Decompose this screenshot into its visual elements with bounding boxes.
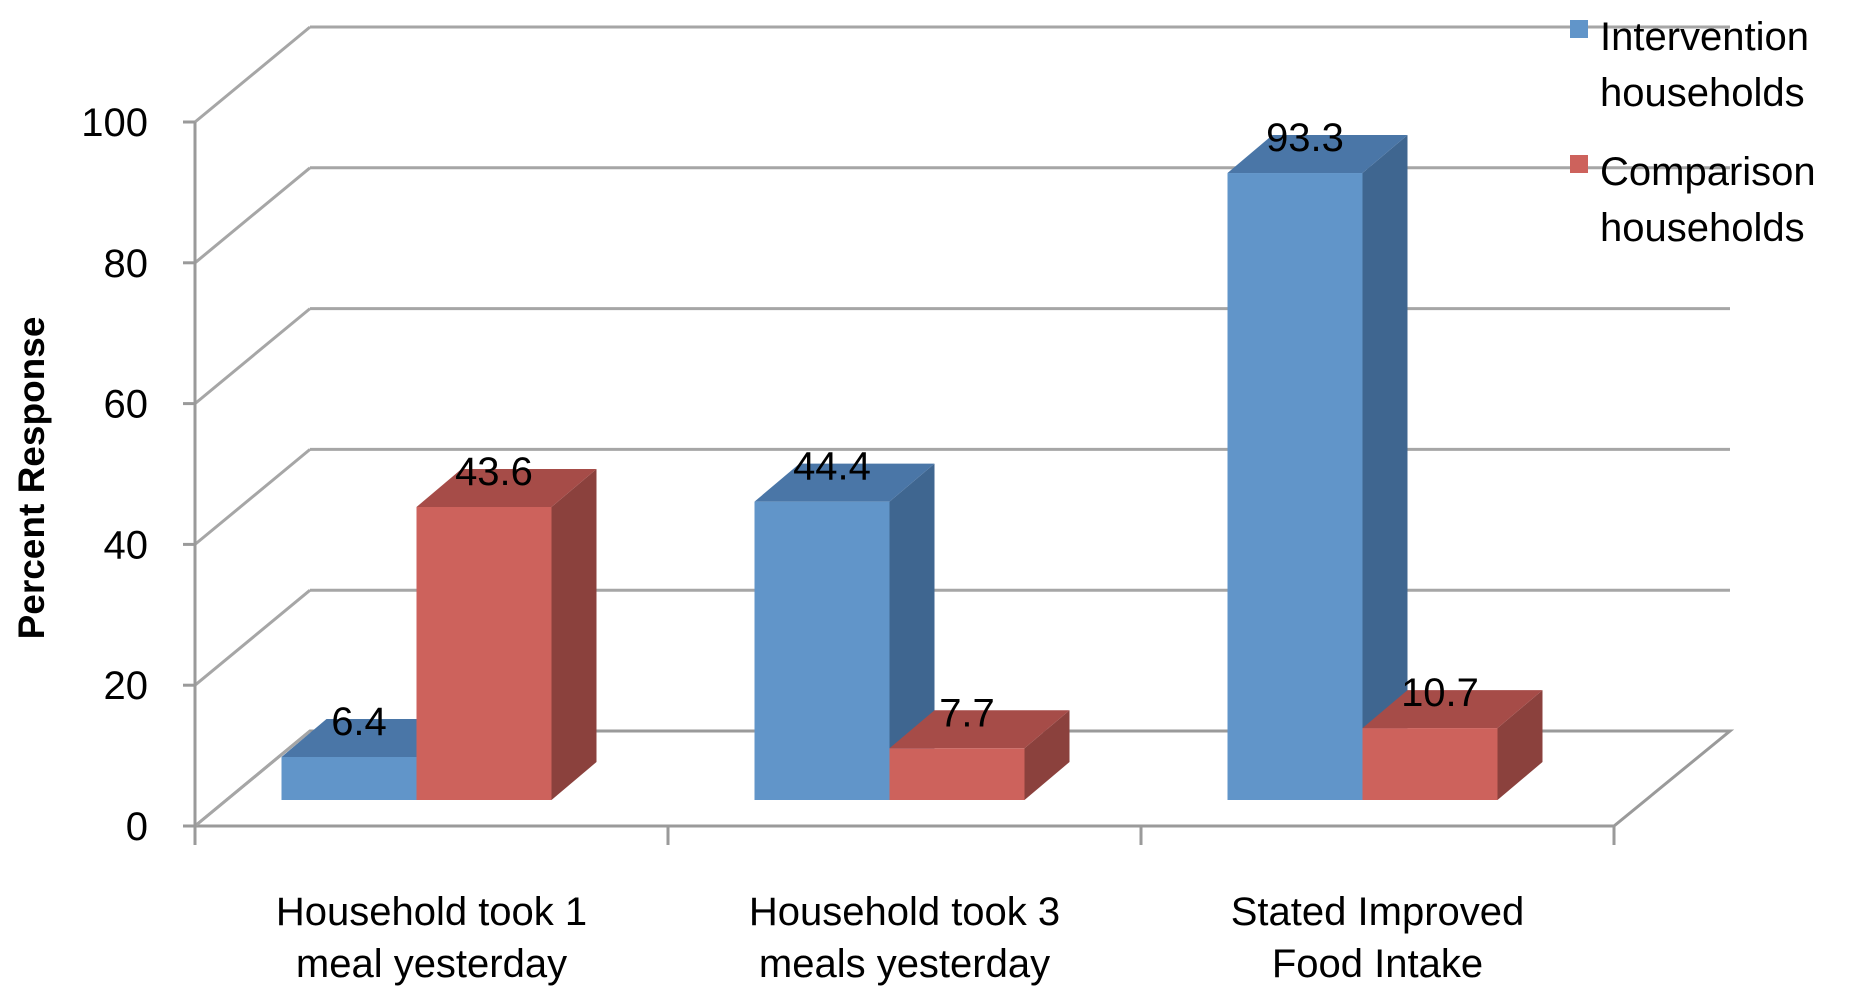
bar-intervention-households-household-took-3-meals-yesterday-top: [754, 463, 935, 502]
data-label-intervention-households-household-took-3-meals-yesterday: 44.4: [793, 445, 871, 489]
bar-intervention-households-household-took-3-meals-yesterday: [754, 463, 935, 800]
bar-comparison-households-household-took-3-meals-yesterday-side: [1024, 710, 1070, 800]
bar-comparison-households-household-took-1-meal-yesterday-side: [551, 469, 597, 800]
data-label-comparison-households-household-took-1-meal-yesterday: 43.6: [455, 450, 533, 494]
bar-comparison-households-household-took-3-meals-yesterday-front: [889, 748, 1025, 800]
data-label-comparison-households-stated-improved-food-intake: 10.7: [1401, 671, 1479, 715]
y-tick-label-60: 60: [104, 383, 149, 427]
side-gridline-100: [194, 25, 311, 124]
bar-intervention-households-stated-improved-food-intake-side: [1362, 135, 1408, 801]
bar-intervention-households-stated-improved-food-intake-front: [1227, 173, 1363, 801]
legend-swatch-intervention-households: [1570, 20, 1588, 38]
side-gridline-60: [194, 307, 311, 405]
bar-intervention-households-household-took-1-meal-yesterday-front: [281, 756, 417, 800]
side-gridline-40: [194, 448, 311, 546]
bars: [281, 135, 1543, 801]
y-tick-label-80: 80: [104, 242, 149, 286]
bar-intervention-households-stated-improved-food-intake: [1227, 135, 1408, 801]
legend-item-intervention-households: Intervention households: [1570, 15, 1809, 115]
bar-comparison-households-stated-improved-food-intake: [1362, 690, 1543, 800]
x-tick-label-stated-improved-food-intake: Stated Improved Food Intake: [1231, 890, 1525, 986]
data-label-comparison-households-household-took-3-meals-yesterday: 7.7: [939, 691, 995, 735]
bar-comparison-households-stated-improved-food-intake-top: [1362, 690, 1543, 729]
bar-comparison-households-household-took-3-meals-yesterday-top: [889, 710, 1070, 749]
legend-item-comparison-households: Comparison households: [1570, 150, 1816, 250]
bar-comparison-households-stated-improved-food-intake-side: [1497, 690, 1543, 800]
bar-comparison-households-stated-improved-food-intake-front: [1362, 728, 1498, 800]
bar-intervention-households-household-took-3-meals-yesterday-side: [889, 463, 935, 800]
side-gridline-80: [194, 166, 311, 264]
bar-intervention-households-household-took-3-meals-yesterday-front: [754, 501, 890, 800]
bar-comparison-households-household-took-3-meals-yesterday: [889, 710, 1070, 800]
y-tick-label-100: 100: [81, 101, 148, 145]
data-label-intervention-households-stated-improved-food-intake: 93.3: [1266, 116, 1344, 160]
x-tick-label-household-took-3-meals-yesterday: Household took 3 meals yesterday: [749, 890, 1060, 986]
legend-label-comparison-households: Comparison households: [1600, 150, 1816, 250]
bar-comparison-households-household-took-1-meal-yesterday-top: [416, 469, 597, 508]
y-tick-label-0: 0: [126, 805, 148, 849]
y-tick-label-40: 40: [104, 523, 149, 567]
bar-comparison-households-household-took-1-meal-yesterday: [416, 469, 597, 800]
y-tick-label-20: 20: [104, 664, 149, 708]
axes: 0 20 40 60 80 100 Household took 1 meal yesterd…: [81, 101, 1616, 986]
bar-comparison-households-household-took-1-meal-yesterday-front: [416, 507, 552, 800]
side-gridline-20: [194, 589, 311, 687]
bar-intervention-households-stated-improved-food-intake-top: [1227, 135, 1408, 174]
legend-swatch-comparison-households: [1570, 155, 1588, 173]
side-gridline-0: [194, 729, 311, 828]
data-labels: 6.4 43.6 44.4 7.7 93.3 10.7: [331, 116, 1479, 744]
x-tick-label-household-took-1-meal-yesterday: Household took 1 meal yesterday: [276, 890, 587, 986]
legend-label-intervention-households: Intervention households: [1600, 15, 1809, 115]
data-label-intervention-households-household-took-1-meal-yesterday: 6.4: [331, 700, 387, 744]
y-axis-label: Percent Response: [11, 317, 52, 640]
legend: Intervention households Comparison househol…: [1570, 15, 1816, 250]
